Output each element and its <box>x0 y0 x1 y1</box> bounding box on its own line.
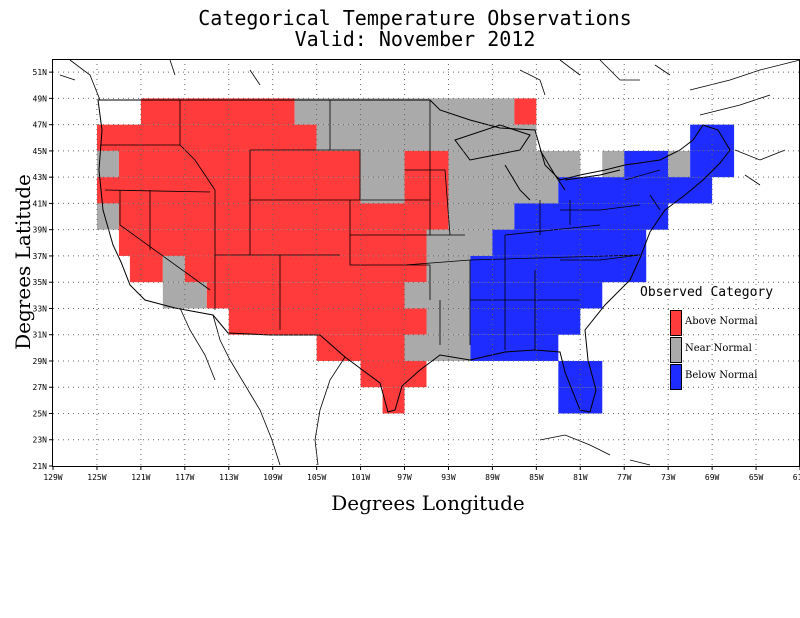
lat-tick-label: 49N <box>33 94 48 103</box>
lat-tick-label: 21N <box>33 462 48 471</box>
lon-tick-label: 117W <box>175 473 194 482</box>
map-subtitle: Valid: November 2012 <box>294 27 536 51</box>
category-cell <box>470 308 581 335</box>
lon-tick-label: 61W <box>793 473 800 482</box>
category-cell <box>316 334 405 361</box>
category-cell <box>96 124 317 151</box>
category-cell <box>448 150 581 178</box>
category-cell <box>404 177 449 204</box>
category-cell <box>96 150 119 178</box>
lat-tick-label: 37N <box>33 252 48 261</box>
lon-tick-label: 77W <box>617 473 632 482</box>
lat-tick-label: 31N <box>33 331 48 340</box>
category-cell <box>228 308 427 335</box>
lon-tick-label: 129W <box>43 473 62 482</box>
canada-coast <box>59 59 800 186</box>
category-cell <box>426 308 471 335</box>
lon-tick-label: 93W <box>441 473 456 482</box>
category-cell <box>316 124 537 151</box>
category-cell <box>404 282 471 309</box>
legend-item-above: Above Normal <box>670 310 790 336</box>
category-cell <box>118 150 361 178</box>
category-cell <box>492 229 647 256</box>
legend-label-near: Near Normal <box>685 343 752 354</box>
lon-tick-label: 113W <box>219 473 238 482</box>
lat-tick-label: 33N <box>33 304 48 313</box>
category-cell <box>448 177 559 204</box>
lon-tick-label: 69W <box>705 473 720 482</box>
category-cell <box>404 150 449 178</box>
category-cell <box>514 98 537 125</box>
legend-label-below: Below Normal <box>685 370 758 381</box>
category-cell <box>118 229 427 256</box>
lon-tick-label: 97W <box>397 473 412 482</box>
category-cell <box>668 150 691 178</box>
lat-tick-label: 35N <box>33 278 48 287</box>
lat-tick-label: 39N <box>33 226 48 235</box>
lat-tick-label: 43N <box>33 173 48 182</box>
legend-item-below: Below Normal <box>670 364 790 390</box>
legend-item-near: Near Normal <box>670 337 790 363</box>
lon-tick-label: 89W <box>485 473 500 482</box>
category-cell <box>129 255 163 283</box>
category-cell <box>360 360 427 388</box>
legend-title: Observed Category <box>640 285 774 300</box>
category-cell <box>294 98 515 125</box>
lat-tick-label: 25N <box>33 409 48 418</box>
latitude-ticks: 21N 23N 25N 27N 29N 31N 33N 35N 37N 39N 41N 43N 45N 4… <box>33 68 53 471</box>
longitude-ticks: 129W 125W 121W 117W 113W 109W 105W 101W 97W 93W 89… <box>43 466 800 482</box>
x-axis-label: Degrees Longitude <box>331 491 525 515</box>
lat-tick-label: 45N <box>33 147 48 156</box>
lat-tick-label: 47N <box>33 121 48 130</box>
category-cell <box>448 203 515 230</box>
swatch-below <box>670 364 682 390</box>
swatch-above <box>670 310 682 336</box>
lat-tick-label: 23N <box>33 436 48 445</box>
lon-tick-label: 65W <box>749 473 764 482</box>
category-cell <box>162 255 185 283</box>
category-cell <box>426 229 493 256</box>
lat-tick-label: 27N <box>33 383 48 392</box>
lat-tick-label: 51N <box>33 68 48 77</box>
lon-tick-label: 85W <box>529 473 544 482</box>
y-axis-label: Degrees Latitude <box>11 174 35 350</box>
lon-tick-label: 105W <box>307 473 326 482</box>
lat-tick-label: 41N <box>33 199 48 208</box>
category-cell <box>470 255 647 283</box>
swatch-near <box>670 337 682 363</box>
lon-tick-label: 81W <box>573 473 588 482</box>
category-cell <box>140 98 295 125</box>
map-title: Categorical Temperature Observations <box>198 6 632 30</box>
lon-tick-label: 109W <box>263 473 282 482</box>
category-cell <box>360 150 405 178</box>
lon-tick-label: 101W <box>351 473 370 482</box>
category-cell <box>206 282 405 309</box>
category-cell <box>96 203 119 230</box>
category-cell <box>118 203 449 230</box>
lon-tick-label: 125W <box>87 473 106 482</box>
category-cell <box>382 387 405 414</box>
category-cell <box>184 255 427 283</box>
category-cell <box>690 124 735 151</box>
coastlines-and-borders <box>59 59 800 466</box>
great-lakes <box>454 124 621 201</box>
lon-tick-label: 121W <box>131 473 150 482</box>
lon-tick-label: 73W <box>661 473 676 482</box>
legend-label-above: Above Normal <box>685 316 758 327</box>
lat-tick-label: 29N <box>33 357 48 366</box>
mexico-coast <box>179 307 651 466</box>
category-cell <box>558 177 713 204</box>
category-cell <box>360 177 405 204</box>
